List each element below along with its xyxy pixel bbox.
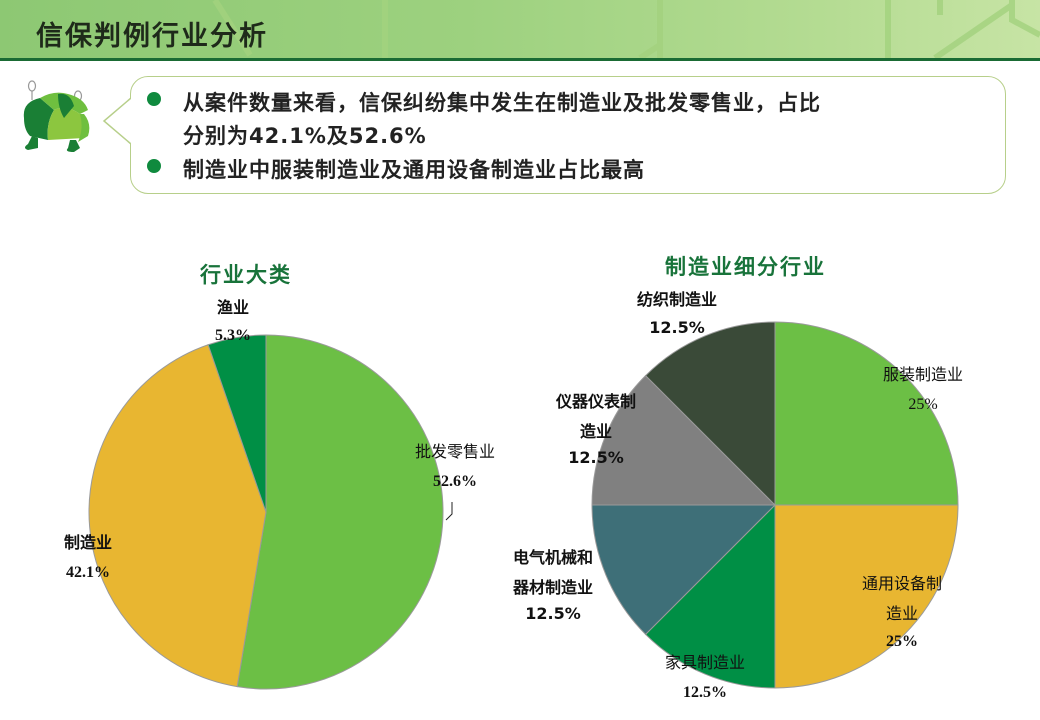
page-title: 信保判例行业分析 — [36, 21, 268, 52]
label-general-pct: 25% — [886, 633, 918, 650]
left-chart-title: 行业大类 — [200, 262, 292, 287]
label-fishery: 渔业 5.3% — [204, 296, 262, 348]
label-instrument-name-2: 造业 — [579, 422, 612, 441]
label-electrical-pct: 12.5% — [525, 604, 581, 623]
label-wholesale-pct: 52.6% — [433, 473, 477, 490]
pie-slice — [591, 504, 777, 636]
label-general-name-2: 造业 — [885, 604, 918, 623]
label-textile-pct: 12.5% — [649, 318, 705, 337]
label-fishery-pct: 5.3% — [215, 327, 251, 344]
label-general-name-1: 通用设备制 — [861, 574, 942, 593]
label-manufacturing-name: 制造业 — [63, 533, 112, 552]
pie-slice — [774, 504, 959, 689]
bullet-1-conjunction: 及 — [326, 123, 349, 148]
pie-slice — [591, 374, 777, 506]
label-electrical: 电气机械和 器材制造业 12.5% — [494, 546, 612, 626]
label-fishery-name: 渔业 — [216, 298, 249, 317]
label-furniture: 家具制造业 12.5% — [644, 651, 766, 705]
label-apparel: 服装制造业 25% — [864, 363, 982, 417]
label-wholesale: 批发零售业 52.6% — [396, 440, 514, 494]
manufacturing-subsector-pie — [591, 321, 959, 689]
bullet-2-text: 制造业中服装制造业及通用设备制造业占比最高 — [183, 157, 645, 182]
label-apparel-name: 服装制造业 — [882, 365, 963, 384]
label-manufacturing: 制造业 42.1% — [52, 531, 124, 585]
pie-slice — [644, 321, 776, 507]
label-furniture-pct: 12.5% — [683, 684, 727, 701]
label-textile: 纺织制造业 12.5% — [618, 288, 736, 340]
pie-slice — [236, 334, 444, 690]
bubble-tail — [102, 96, 134, 146]
leader-line — [445, 502, 453, 521]
bullet-dot-icon — [147, 92, 161, 106]
bullet-1-line-1: 从案件数量来看，信保纠纷集中发生在制造业及批发零售业，占比 — [183, 90, 821, 115]
label-instrument-pct: 12.5% — [568, 448, 624, 467]
label-apparel-pct: 25% — [908, 396, 938, 413]
bullet-1-prefix: 分别为 — [183, 123, 249, 148]
pie-slice — [207, 334, 267, 513]
label-wholesale-name: 批发零售业 — [414, 442, 495, 461]
header-divider — [0, 58, 1040, 61]
pie-slice — [774, 321, 959, 506]
summary-bullet-1: 从案件数量来看，信保纠纷集中发生在制造业及批发零售业，占比 分别为42.1%及5… — [147, 86, 821, 153]
pie-slice — [644, 503, 776, 689]
label-furniture-name: 家具制造业 — [664, 653, 745, 672]
banner-decoration — [212, 0, 1040, 58]
label-manufacturing-pct: 42.1% — [66, 564, 110, 581]
label-general-equipment: 通用设备制 造业 25% — [842, 572, 962, 654]
manufacturing-share: 42.1% — [249, 124, 327, 148]
label-textile-name: 纺织制造业 — [636, 290, 717, 309]
label-instrument-name-1: 仪器仪表制 — [555, 392, 636, 411]
title-banner: 信保判例行业分析 — [0, 0, 1040, 58]
wholesale-share: 52.6% — [348, 124, 427, 148]
label-instrument: 仪器仪表制 造业 12.5% — [534, 390, 658, 470]
summary-bullet-2: 制造业中服装制造业及通用设备制造业占比最高 — [147, 153, 645, 186]
industry-category-pie — [88, 334, 444, 690]
label-electrical-name-2: 器材制造业 — [512, 578, 593, 597]
pie-slice — [88, 344, 267, 688]
label-electrical-name-1: 电气机械和 — [512, 548, 593, 567]
summary-bubble — [130, 76, 1006, 194]
bullet-dot-icon — [147, 159, 161, 173]
bullet-1-line-2: 分别为42.1%及52.6% — [183, 119, 821, 153]
right-chart-title: 制造业细分行业 — [665, 254, 826, 279]
mascot-icon — [23, 80, 90, 152]
